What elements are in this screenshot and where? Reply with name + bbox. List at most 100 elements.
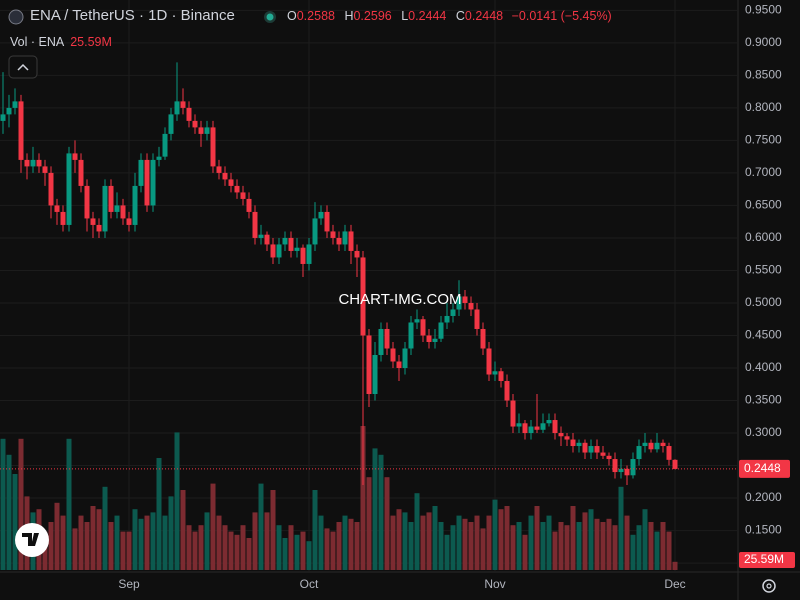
y-tick-label: 0.6000 [745, 230, 782, 244]
symbol-header: ENA / TetherUS · 1D · Binance [30, 7, 235, 24]
volume-bar [6, 454, 12, 570]
volume-bar [96, 509, 102, 570]
volume-bar [360, 426, 366, 570]
candle-body [204, 127, 210, 134]
button-frame[interactable] [8, 55, 38, 79]
candle-body [402, 348, 408, 369]
y-tick-label: 0.4000 [745, 360, 782, 374]
candle-body [654, 442, 660, 450]
volume-bar [480, 528, 486, 570]
x-tick-label: Dec [664, 577, 685, 591]
volume-bar [540, 522, 546, 570]
candle-body [660, 442, 666, 447]
candle-body [258, 234, 264, 238]
candle-body [396, 361, 402, 369]
volume-bar [126, 531, 132, 570]
volume-bar [210, 483, 216, 570]
volume-bar [222, 525, 228, 570]
candle-body [288, 237, 294, 251]
candle-body [624, 468, 630, 476]
candle-body [24, 159, 30, 167]
candle-body [612, 459, 618, 473]
volume-bar [456, 515, 462, 570]
volume-bar [90, 506, 96, 570]
candle-body [594, 446, 600, 453]
volume-bar [534, 506, 540, 570]
candle-body [294, 247, 300, 251]
candle-body [30, 159, 36, 167]
volume-bar [618, 486, 624, 570]
candle-body [312, 218, 318, 245]
volume-bar [558, 522, 564, 570]
volume-bar [672, 561, 678, 570]
candle-body [72, 153, 78, 160]
candle-body [264, 234, 270, 245]
candle-body [132, 185, 138, 225]
candle-body [336, 237, 342, 245]
volume-bar [570, 506, 576, 570]
volume-bar [660, 522, 666, 570]
candle-body [60, 211, 66, 225]
close-key: C [455, 9, 465, 23]
candle-body [546, 420, 552, 424]
y-tick-label: 0.8000 [745, 100, 782, 114]
settings-button[interactable] [762, 579, 776, 593]
candle-body [360, 257, 366, 336]
candle-body [534, 426, 540, 430]
volume-bar [186, 525, 192, 570]
volume-bar [54, 502, 60, 570]
chevron-icon [17, 63, 29, 71]
symbol-title: ENA / TetherUS · 1D · Binance [30, 7, 235, 24]
candle-body [636, 446, 642, 460]
candle-body [504, 381, 510, 401]
candle-body [150, 159, 156, 206]
candle-body [552, 420, 558, 434]
volume-bar [594, 518, 600, 570]
y-tick-label: 0.8500 [745, 68, 782, 82]
candle-body [12, 101, 18, 108]
candle-body [642, 442, 648, 447]
candle-body [456, 296, 462, 310]
volume-bar [390, 515, 396, 570]
candle-body [0, 114, 6, 121]
volume-bar [198, 525, 204, 570]
change-percent: (−5.45%) [560, 9, 612, 23]
candle-body [324, 211, 330, 232]
candle-body [42, 166, 48, 173]
candle-body [144, 159, 150, 206]
volume-bar [474, 515, 480, 570]
candle-body [282, 237, 288, 245]
candle-body [114, 205, 120, 212]
volume-bar [258, 483, 264, 570]
candle-body [408, 322, 414, 349]
candle-body [480, 328, 486, 349]
candle-body [330, 231, 336, 238]
candle-body [516, 423, 522, 427]
volume-bar [624, 515, 630, 570]
volume-bar [546, 515, 552, 570]
candle-body [306, 244, 312, 264]
collapse-button[interactable] [8, 55, 38, 79]
y-tick-label: 0.5000 [745, 295, 782, 309]
volume-bar [516, 522, 522, 570]
candle-body [228, 179, 234, 186]
candle-body [510, 400, 516, 427]
change-value: −0.0141 [511, 9, 558, 23]
volume-bar [342, 515, 348, 570]
x-tick-label: Oct [300, 577, 319, 591]
gear-icon[interactable] [762, 579, 776, 593]
candle-body [420, 319, 426, 336]
volume-bar [294, 534, 300, 570]
volume-bar [402, 512, 408, 570]
volume-bar [318, 515, 324, 570]
volume-bar [444, 534, 450, 570]
candle-body [300, 247, 306, 264]
candle-body [564, 436, 570, 440]
open-key: O [287, 9, 297, 23]
candle-body [138, 159, 144, 186]
plot-area [0, 0, 738, 572]
volume-bar [588, 509, 594, 570]
volume-bar [174, 432, 180, 570]
volume-bar [396, 509, 402, 570]
